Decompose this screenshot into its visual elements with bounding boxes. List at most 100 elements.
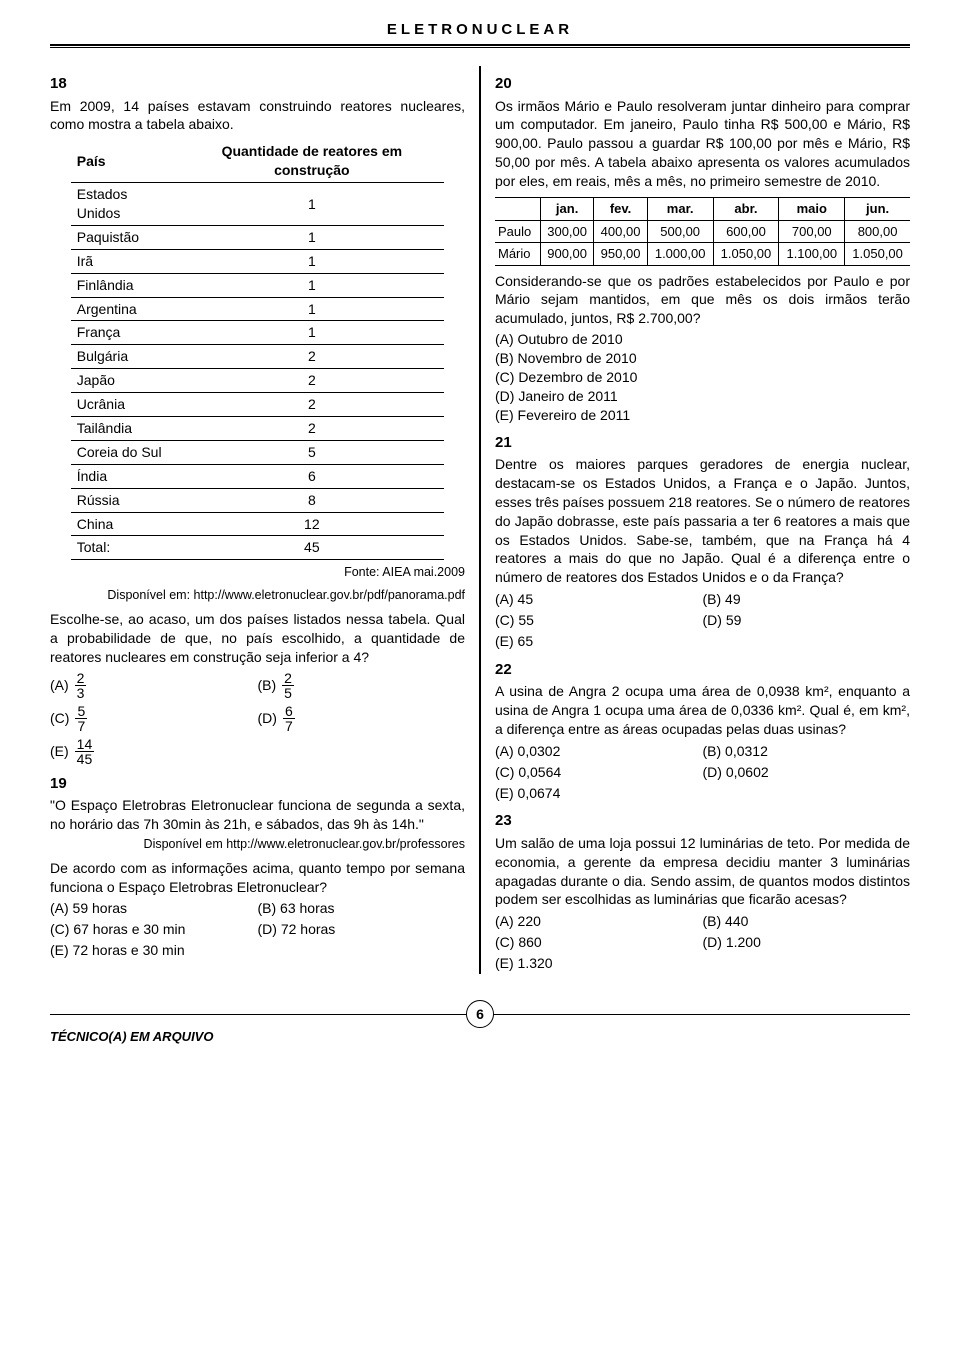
table-cell: 800,00 <box>845 220 910 243</box>
table-cell: Estados Unidos <box>71 183 180 226</box>
q21-opt-a[interactable]: (A) 45 <box>495 589 703 610</box>
q19-opt-a[interactable]: (A) 59 horas <box>50 898 258 919</box>
q18-opt-b[interactable]: (B) 25 <box>258 671 466 700</box>
q20-opt-b[interactable]: (B) Novembro de 2010 <box>495 349 910 368</box>
q21-opt-b[interactable]: (B) 49 <box>703 589 911 610</box>
opt-label: (C) <box>50 709 69 728</box>
q18-opt-e[interactable]: (E) 1445 <box>50 737 258 766</box>
table-cell: Paulo <box>495 220 540 243</box>
q19-opt-c[interactable]: (C) 67 horas e 30 min <box>50 919 258 940</box>
table-row: Rússia8 <box>71 488 445 512</box>
table-cell: Índia <box>71 464 180 488</box>
q20-table: jan.fev.mar.abr.maiojun. Paulo300,00400,… <box>495 197 910 266</box>
q23-opt-d[interactable]: (D) 1.200 <box>703 932 911 953</box>
q22-opt-c[interactable]: (C) 0,0564 <box>495 762 703 783</box>
table-cell: 500,00 <box>647 220 713 243</box>
table-cell: 1 <box>179 183 444 226</box>
page-number: 6 <box>466 1000 494 1028</box>
table-header: abr. <box>713 197 779 220</box>
q18-opt-d[interactable]: (D) 67 <box>258 704 466 733</box>
table-cell: 5 <box>179 440 444 464</box>
q23-opt-a[interactable]: (A) 220 <box>495 911 703 932</box>
opt-label: (E) <box>50 742 69 761</box>
q20-intro: Os irmãos Mário e Paulo resolveram junta… <box>495 97 910 191</box>
q18-number: 18 <box>50 74 465 94</box>
table-cell: Argentina <box>71 297 180 321</box>
q18-opt-c[interactable]: (C) 57 <box>50 704 258 733</box>
table-cell: 1 <box>179 249 444 273</box>
table-cell: Coreia do Sul <box>71 440 180 464</box>
frac-num: 6 <box>283 704 295 719</box>
table-row: Total:45 <box>71 536 445 560</box>
q20-opt-e[interactable]: (E) Fevereiro de 2011 <box>495 406 910 425</box>
table-cell: Paquistão <box>71 225 180 249</box>
q23-question: Um salão de uma loja possui 12 luminária… <box>495 834 910 910</box>
table-cell: 1 <box>179 273 444 297</box>
opt-label: (B) <box>258 676 277 695</box>
table-cell: 1.000,00 <box>647 243 713 266</box>
table-header: jan. <box>540 197 593 220</box>
q22-opt-a[interactable]: (A) 0,0302 <box>495 741 703 762</box>
q22-opt-e[interactable]: (E) 0,0674 <box>495 783 703 804</box>
q18-source2: Disponível em: http://www.eletronuclear.… <box>50 587 465 604</box>
table-row: Índia6 <box>71 464 445 488</box>
table-row: Paulo300,00400,00500,00600,00700,00800,0… <box>495 220 910 243</box>
table-cell: 300,00 <box>540 220 593 243</box>
frac-den: 45 <box>75 752 95 766</box>
q19-number: 19 <box>50 774 465 794</box>
q19-opt-b[interactable]: (B) 63 horas <box>258 898 466 919</box>
table-cell: 2 <box>179 369 444 393</box>
q20-question: Considerando-se que os padrões estabelec… <box>495 272 910 329</box>
q19-opt-d[interactable]: (D) 72 horas <box>258 919 466 940</box>
table-row: Ucrânia2 <box>71 393 445 417</box>
table-cell: Rússia <box>71 488 180 512</box>
q18-intro: Em 2009, 14 países estavam construindo r… <box>50 97 465 135</box>
q18-question: Escolhe-se, ao acaso, um dos países list… <box>50 610 465 667</box>
q19-opt-e[interactable]: (E) 72 horas e 30 min <box>50 940 258 961</box>
q20-opt-d[interactable]: (D) Janeiro de 2011 <box>495 387 910 406</box>
table-cell: França <box>71 321 180 345</box>
q22-opt-b[interactable]: (B) 0,0312 <box>703 741 911 762</box>
table-cell: Ucrânia <box>71 393 180 417</box>
table-cell: Bulgária <box>71 345 180 369</box>
q20-opt-c[interactable]: (C) Dezembro de 2010 <box>495 368 910 387</box>
frac-den: 3 <box>75 686 87 700</box>
footer-role: TÉCNICO(A) EM ARQUIVO <box>50 1028 213 1046</box>
opt-label: (D) <box>258 709 277 728</box>
table-cell: 8 <box>179 488 444 512</box>
q18-table: País Quantidade de reatores em construçã… <box>71 140 445 560</box>
q21-opt-d[interactable]: (D) 59 <box>703 610 911 631</box>
q20-number: 20 <box>495 74 910 94</box>
q22-opt-d[interactable]: (D) 0,0602 <box>703 762 911 783</box>
table-header <box>495 197 540 220</box>
table-row: Tailândia2 <box>71 416 445 440</box>
q20-opt-a[interactable]: (A) Outubro de 2010 <box>495 330 910 349</box>
table-row: Argentina1 <box>71 297 445 321</box>
table-row: Estados Unidos1 <box>71 183 445 226</box>
table-header: fev. <box>594 197 647 220</box>
header-rule <box>50 44 910 48</box>
table-row: Finlândia1 <box>71 273 445 297</box>
table-cell: 1 <box>179 297 444 321</box>
q23-opt-c[interactable]: (C) 860 <box>495 932 703 953</box>
q23-opt-b[interactable]: (B) 440 <box>703 911 911 932</box>
table-row: Bulgária2 <box>71 345 445 369</box>
table-cell: 400,00 <box>594 220 647 243</box>
table-row: Irã1 <box>71 249 445 273</box>
table-cell: 600,00 <box>713 220 779 243</box>
q21-opt-e[interactable]: (E) 65 <box>495 631 703 652</box>
table-cell: 6 <box>179 464 444 488</box>
q23-opt-e[interactable]: (E) 1.320 <box>495 953 703 974</box>
q19-question: De acordo com as informações acima, quan… <box>50 859 465 897</box>
table-header: maio <box>779 197 845 220</box>
q22-question: A usina de Angra 2 ocupa uma área de 0,0… <box>495 682 910 739</box>
q21-opt-c[interactable]: (C) 55 <box>495 610 703 631</box>
table-cell: 700,00 <box>779 220 845 243</box>
table-cell: Tailândia <box>71 416 180 440</box>
frac-num: 5 <box>75 704 87 719</box>
q18-opt-a[interactable]: (A) 23 <box>50 671 258 700</box>
table-cell: Finlândia <box>71 273 180 297</box>
table-cell: Irã <box>71 249 180 273</box>
brand-title: ELETRONUCLEAR <box>50 20 910 44</box>
table-row: China12 <box>71 512 445 536</box>
